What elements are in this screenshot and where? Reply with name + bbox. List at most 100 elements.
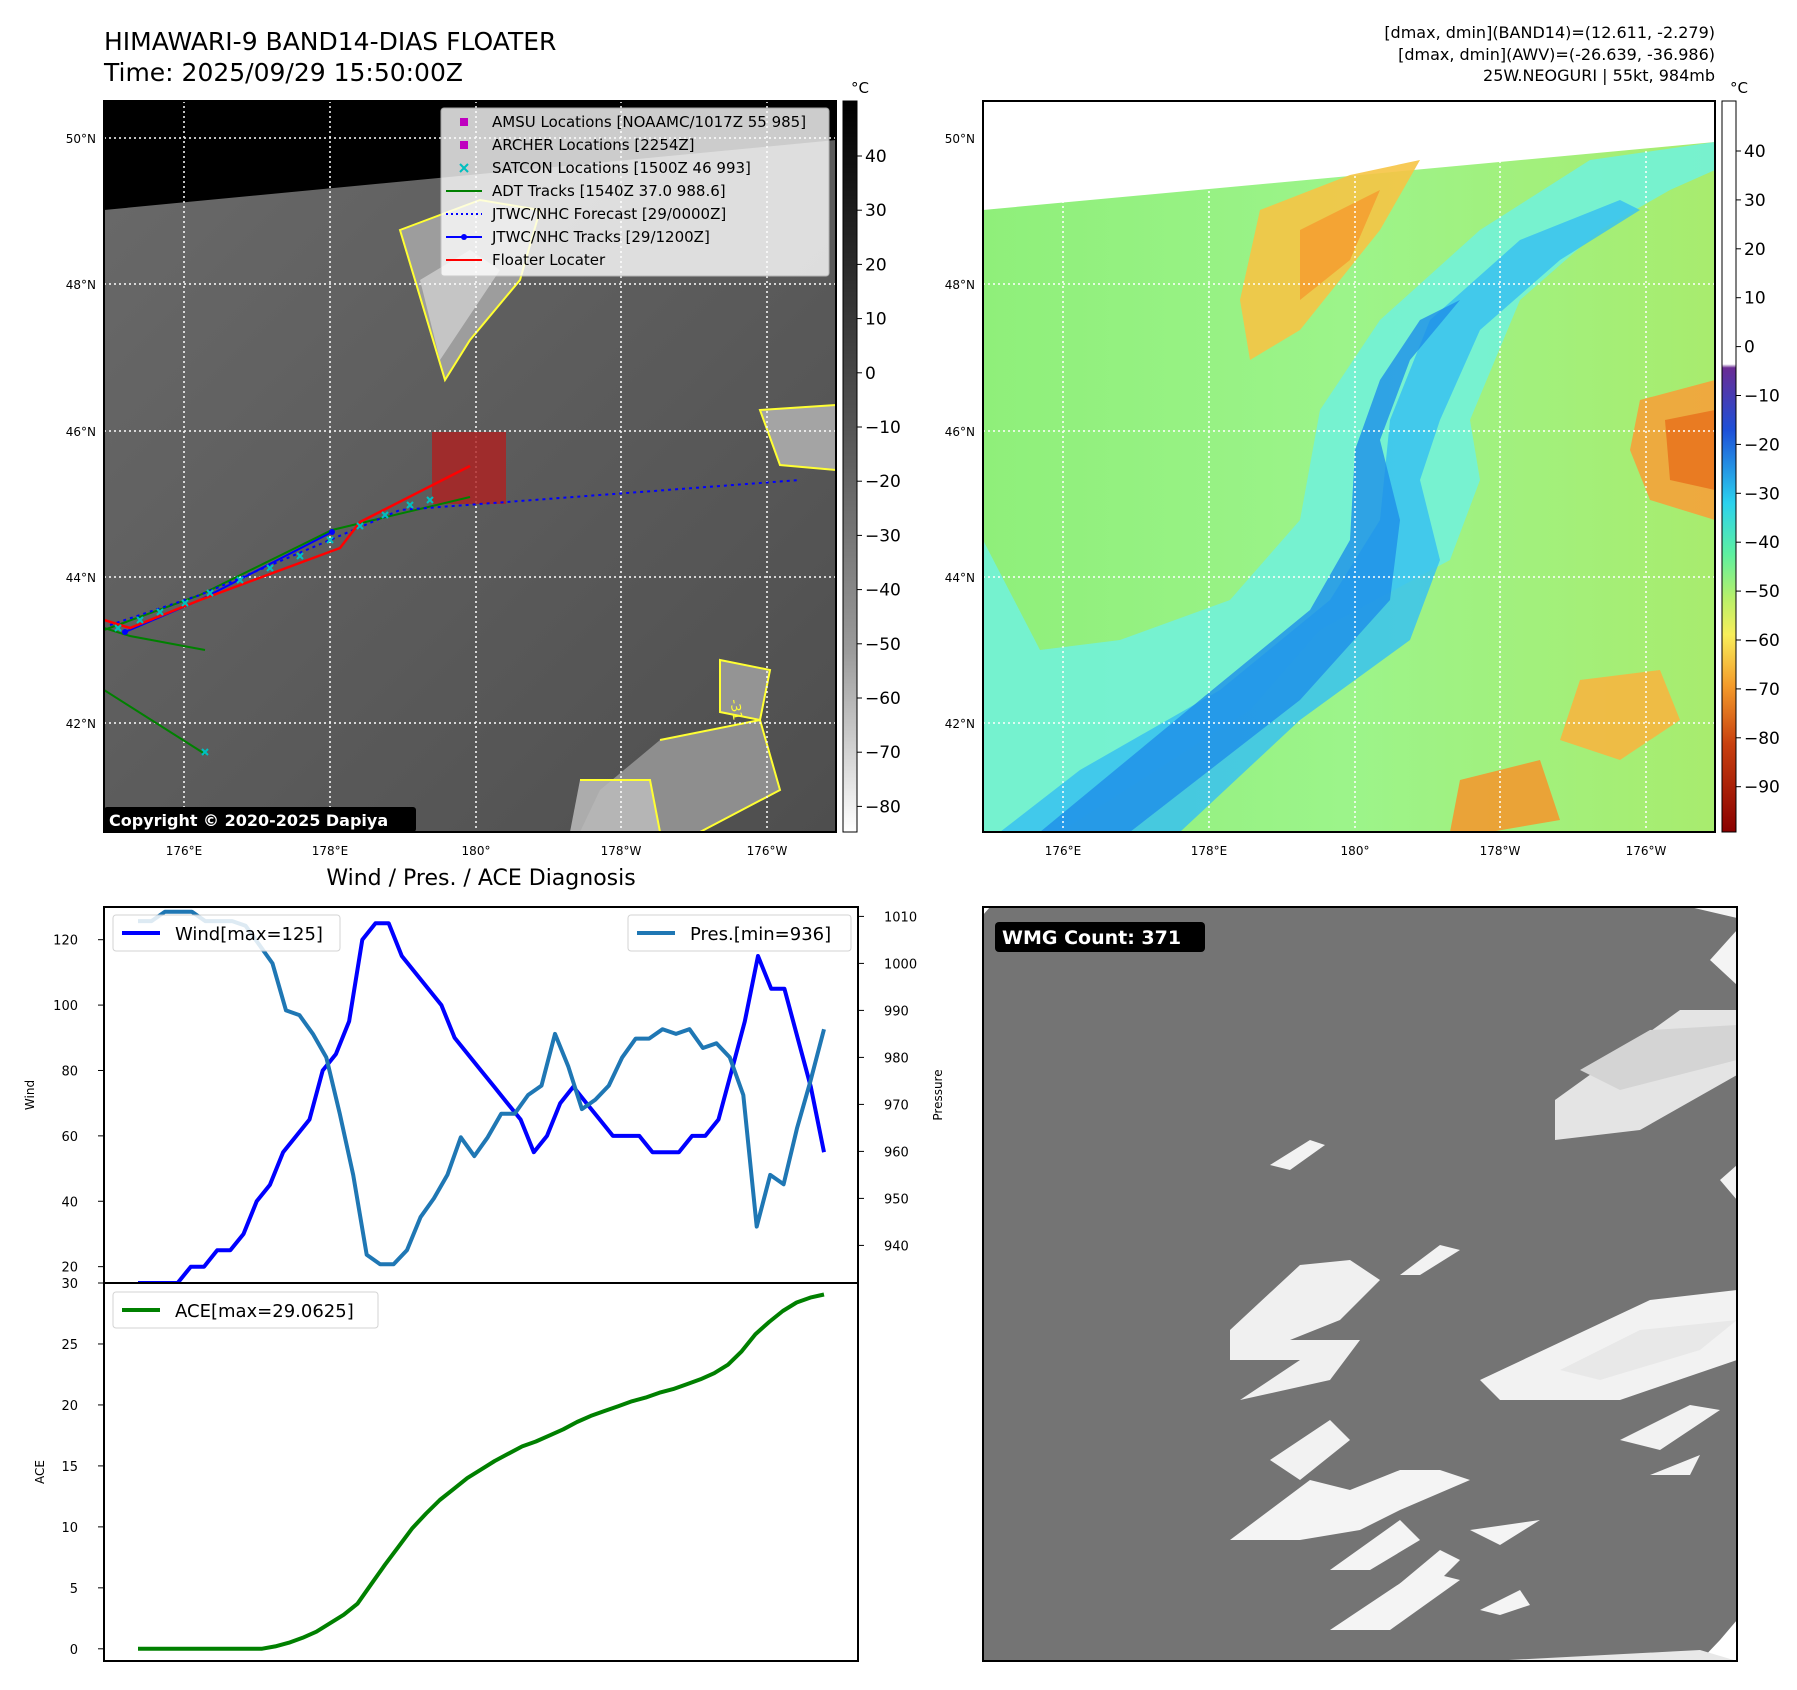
ir-lat-ticks: 50°N 48°N 46°N 44°N 42°N <box>66 132 96 731</box>
lat-tick-label: 42°N <box>66 717 96 731</box>
colorbar-tick-label: 40 <box>1744 142 1766 162</box>
wind-tick-label: 120 <box>53 934 78 949</box>
wind-tick-label: 40 <box>61 1195 78 1210</box>
pressure-axis-ticks: 940 950 960 970 980 990 1000 1010 <box>858 910 917 1254</box>
ir-colorbar <box>842 100 858 833</box>
pressure-legend: Pres.[min=936] <box>627 914 852 952</box>
pressure-tick-label: 970 <box>884 1098 909 1113</box>
ir-colorbar-unit: °C <box>851 79 869 97</box>
colorbar-tick-label: −20 <box>1744 435 1780 455</box>
colorbar-tick-label: 10 <box>865 310 887 330</box>
lon-tick-label: 180° <box>462 844 491 858</box>
lon-tick-label: 178°W <box>601 844 642 858</box>
ace-axis-label: ACE <box>33 1460 47 1484</box>
satcon-markers <box>114 496 434 756</box>
wind-tick-label: 20 <box>61 1261 78 1276</box>
colorbar-tick-label: 0 <box>1744 338 1755 358</box>
pressure-axis-label: Pressure <box>931 1069 945 1120</box>
ace-frame <box>103 1282 859 1662</box>
colorbar-tick-label: −10 <box>865 418 901 438</box>
lat-tick-label: 46°N <box>66 425 96 439</box>
ir-legend: AMSU Locations [NOAAMC/1017Z 55 985] ARCH… <box>440 107 830 277</box>
lat-tick-label: 44°N <box>945 571 975 585</box>
contour-label: -31 <box>726 698 744 722</box>
pressure-legend-label: Pres.[min=936] <box>690 924 831 945</box>
satcon-marker <box>406 501 414 509</box>
legend-item-label: SATCON Locations [1500Z 46 993] <box>492 159 751 177</box>
ace-tick-label: 15 <box>61 1460 78 1475</box>
ir-panel: -31 50°N48°N46°N44°N42°N 176°E 178°E 180° 1… <box>66 79 901 858</box>
legend-marker-square <box>460 118 468 126</box>
colorbar-tick-label: 10 <box>1744 289 1766 309</box>
colorbar-tick-label: 30 <box>1744 191 1766 211</box>
satcon-marker <box>201 748 209 756</box>
wind-tick-label: 100 <box>53 999 78 1014</box>
ace-tick-label: 25 <box>61 1338 78 1353</box>
wv-colorbar-unit: °C <box>1730 79 1748 97</box>
wind-pressure-chart: 20 40 60 80 100 120 940 950 960 970 980 990 1000 101… <box>23 906 945 1284</box>
colorbar-tick-label: −30 <box>1744 484 1780 504</box>
colorbar-tick-label: −90 <box>1744 778 1780 798</box>
wv-colorbar-ticks: 40 30 20 10 0 −10 −20 −30 −40 −50 −60 −70 −80 −90 <box>1736 142 1780 798</box>
lon-tick-label: 178°E <box>1191 844 1228 858</box>
colorbar-tick-label: −80 <box>865 797 901 817</box>
pressure-series-line <box>138 909 826 1267</box>
lat-tick-label: 50°N <box>945 132 975 146</box>
ir-lon-ticks: 176°E 178°E 180° 178°W 176°W <box>166 844 788 858</box>
wind-tick-label: 60 <box>61 1130 78 1145</box>
pressure-tick-label: 1010 <box>884 910 917 925</box>
satcon-marker <box>236 576 244 584</box>
lat-tick-label: 50°N <box>66 132 96 146</box>
legend-marker-square <box>460 141 468 149</box>
ace-tick-label: 5 <box>70 1582 78 1597</box>
colorbar-tick-label: −70 <box>865 743 901 763</box>
wv-lat-ticks: 50°N 48°N 46°N 44°N 42°N <box>945 132 975 731</box>
colorbar-tick-label: −40 <box>1744 533 1780 553</box>
floater-box <box>432 432 506 504</box>
diag-title: Wind / Pres. / ACE Diagnosis <box>326 866 635 891</box>
satcon-marker <box>156 608 164 616</box>
colorbar-tick-label: −20 <box>865 472 901 492</box>
colorbar-tick-label: −50 <box>865 635 901 655</box>
pressure-tick-label: 940 <box>884 1239 909 1254</box>
figure-time: Time: 2025/09/29 15:50:00Z <box>103 58 463 87</box>
legend-item-label: ARCHER Locations [2254Z] <box>492 136 695 154</box>
wmg-count-label: WMG Count: 371 <box>1002 927 1181 949</box>
ace-legend: ACE[max=29.0625] <box>112 1291 379 1329</box>
wind-legend: Wind[max=125] <box>112 914 341 952</box>
lon-tick-label: 178°W <box>1480 844 1521 858</box>
colorbar-tick-label: 40 <box>865 147 887 167</box>
ace-legend-label: ACE[max=29.0625] <box>175 1301 354 1322</box>
satcon-marker <box>181 599 189 607</box>
ace-tick-label: 10 <box>61 1521 78 1536</box>
lon-tick-label: 176°W <box>1626 844 1667 858</box>
satcon-marker <box>266 564 274 572</box>
wind-axis-label: Wind <box>23 1080 37 1110</box>
wind-tick-label: 80 <box>61 1064 78 1079</box>
lon-tick-label: 180° <box>1341 844 1370 858</box>
ace-series-line <box>138 1292 825 1651</box>
colorbar-tick-label: −60 <box>865 689 901 709</box>
adt-track <box>104 496 471 631</box>
legend-item-label: Floater Locater <box>492 251 606 269</box>
satcon-marker <box>296 552 304 560</box>
colorbar-tick-label: 20 <box>865 255 887 275</box>
info-awv: [dmax, dmin](AWV)=(-26.639, -36.986) <box>1398 45 1715 64</box>
lon-tick-label: 176°W <box>747 844 788 858</box>
pressure-tick-label: 950 <box>884 1192 909 1207</box>
pressure-tick-label: 990 <box>884 1004 909 1019</box>
figure-title: HIMAWARI-9 BAND14-DIAS FLOATER <box>104 27 556 56</box>
lat-tick-label: 42°N <box>945 717 975 731</box>
legend-item-label: ADT Tracks [1540Z 37.0 988.6] <box>492 182 726 200</box>
colorbar-tick-label: 30 <box>865 201 887 221</box>
pressure-tick-label: 960 <box>884 1145 909 1160</box>
legend-marker-x <box>459 163 469 173</box>
lon-tick-label: 176°E <box>166 844 203 858</box>
wind-legend-label: Wind[max=125] <box>175 924 323 945</box>
info-band14: [dmax, dmin](BAND14)=(12.611, -2.279) <box>1384 23 1715 42</box>
ace-tick-label: 20 <box>61 1399 78 1414</box>
satcon-marker <box>206 589 214 597</box>
lon-tick-label: 176°E <box>1045 844 1082 858</box>
ace-axis-ticks: 0 5 10 15 20 25 30 <box>61 1277 104 1658</box>
